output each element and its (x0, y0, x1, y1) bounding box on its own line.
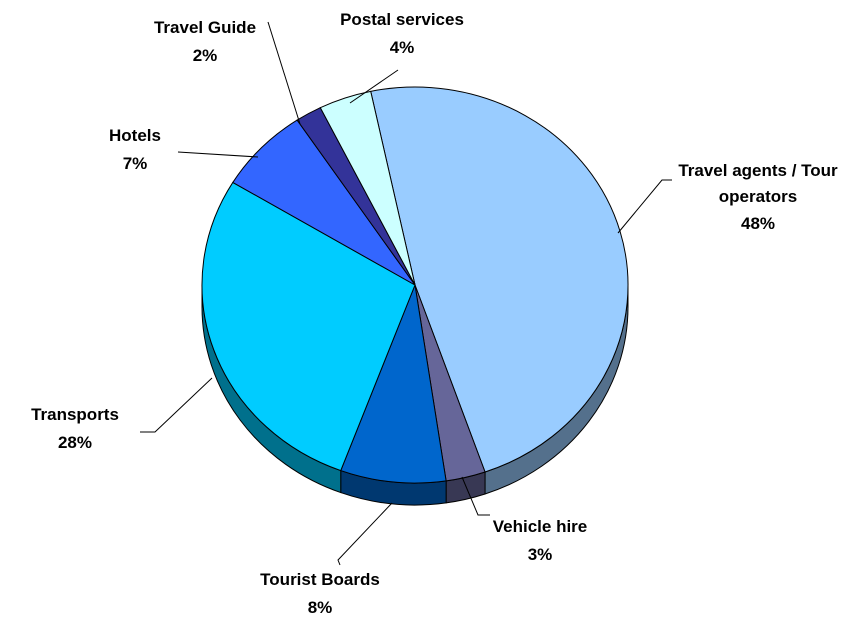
slice-label: Travel Guide 2% (154, 14, 256, 70)
slice-label: Travel agents / Tour operators 48% (676, 158, 841, 238)
value-label: 2% (192, 46, 218, 65)
value-label: 7% (122, 154, 148, 173)
category-label: Postal services (340, 10, 464, 29)
slice-side-fill (340, 470, 447, 506)
slice (340, 283, 447, 484)
category-label: Vehicle hire (492, 517, 588, 536)
value-label: 8% (307, 598, 333, 617)
slice-label: Vehicle hire 3% (493, 513, 588, 569)
slice-label: Transports 28% (31, 401, 119, 457)
slice (370, 86, 629, 473)
category-label: Hotels (109, 126, 161, 145)
value-label: 48% (740, 214, 776, 233)
slice-label: Tourist Boards 8% (260, 566, 380, 622)
leader-line (461, 476, 490, 516)
slice-side-fill (485, 285, 628, 494)
value-label: 28% (57, 433, 93, 452)
category-label: Travel Guide (153, 18, 257, 37)
slice-label: Hotels 7% (109, 122, 161, 178)
leader-line (617, 179, 672, 234)
category-label: Transports (31, 405, 119, 424)
leader-line (349, 69, 399, 104)
leader-line (337, 502, 393, 566)
leader-line (177, 151, 259, 158)
slice-label: Postal services 4% (340, 6, 464, 62)
value-label: 3% (527, 545, 553, 564)
value-label: 4% (389, 38, 415, 57)
leader-line (267, 21, 301, 125)
category-label: Travel agents / Tour operators (678, 161, 838, 206)
slice (319, 90, 416, 286)
slice (201, 181, 416, 472)
slice-side-fill (202, 285, 341, 493)
category-label: Tourist Boards (260, 570, 380, 589)
leader-line (140, 377, 213, 433)
pie-tops (201, 86, 629, 484)
